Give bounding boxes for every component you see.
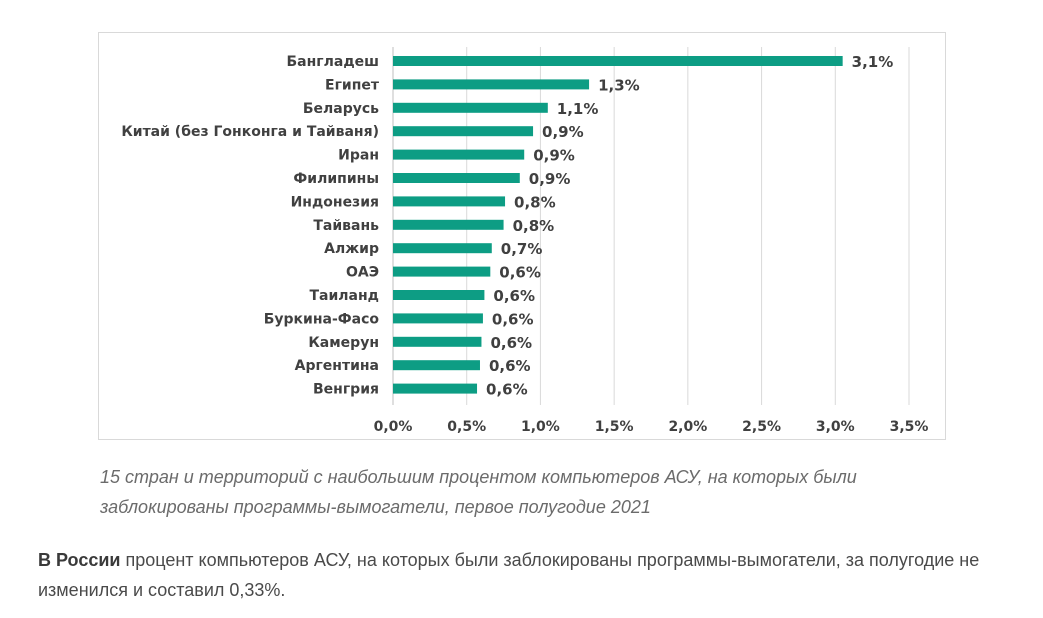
bar bbox=[393, 290, 485, 300]
bar bbox=[393, 79, 590, 90]
bar bbox=[393, 360, 480, 371]
bar bbox=[393, 196, 506, 207]
category-label: Камерун bbox=[308, 335, 379, 351]
chart-container: Бангладеш 3,1% Египет 1,3% Беларусь 1,1% Китай… bbox=[98, 32, 946, 440]
bar bbox=[393, 383, 478, 394]
x-tick-label: 0,5% bbox=[447, 419, 486, 435]
data-label: 0,6% bbox=[492, 310, 534, 328]
category-label: Египет bbox=[325, 77, 380, 93]
bar bbox=[393, 102, 548, 113]
paragraph-text: процент компьютеров АСУ, на которых были… bbox=[38, 550, 980, 600]
data-label: 0,9% bbox=[542, 123, 584, 141]
x-tick-label: 3,0% bbox=[816, 419, 855, 435]
data-label: 1,1% bbox=[557, 100, 599, 118]
category-label: Таиланд bbox=[310, 288, 380, 304]
x-tick-label: 2,5% bbox=[742, 419, 781, 435]
bar bbox=[393, 336, 482, 347]
x-tick-label: 2,0% bbox=[668, 419, 707, 435]
category-label: Алжир bbox=[324, 241, 379, 257]
category-label: Тайвань bbox=[313, 218, 379, 234]
data-label: 3,1% bbox=[852, 53, 894, 71]
data-label: 0,6% bbox=[490, 334, 532, 352]
bar bbox=[393, 173, 520, 183]
bar bbox=[393, 219, 504, 230]
category-label: Бангладеш bbox=[287, 54, 379, 70]
category-label: Буркина-Фасо bbox=[264, 311, 380, 327]
data-label: 0,9% bbox=[529, 170, 571, 188]
chart-caption: 15 стран и территорий с наибольшим проце… bbox=[100, 467, 857, 517]
data-label: 1,3% bbox=[598, 76, 640, 94]
data-label: 0,6% bbox=[499, 264, 541, 282]
bar bbox=[393, 313, 483, 324]
category-label: Аргентина bbox=[295, 358, 379, 374]
paragraph-bold: В России bbox=[38, 550, 121, 570]
x-tick-label: 3,5% bbox=[890, 419, 929, 435]
data-label: 0,6% bbox=[486, 381, 528, 399]
body-paragraph: В России процент компьютеров АСУ, на кот… bbox=[38, 545, 1013, 605]
bar bbox=[393, 149, 525, 160]
bar bbox=[393, 266, 491, 277]
category-label: Беларусь bbox=[303, 101, 379, 117]
category-label: Филипины bbox=[293, 171, 379, 187]
category-label: Китай (без Гонконга и Тайваня) bbox=[121, 124, 379, 140]
data-label: 0,6% bbox=[493, 287, 535, 305]
bar-chart: Бангладеш 3,1% Египет 1,3% Беларусь 1,1% Китай… bbox=[121, 47, 929, 435]
category-label: ОАЭ bbox=[346, 265, 379, 281]
x-tick-label: 1,5% bbox=[595, 419, 634, 435]
x-tick-label: 1,0% bbox=[521, 419, 560, 435]
x-tick-label: 0,0% bbox=[374, 419, 413, 435]
bar bbox=[393, 56, 843, 66]
category-label: Индонезия bbox=[291, 194, 379, 210]
category-label: Венгрия bbox=[313, 382, 379, 398]
data-label: 0,8% bbox=[514, 193, 556, 211]
category-label: Иран bbox=[338, 148, 379, 164]
data-label: 0,9% bbox=[533, 147, 575, 165]
bar bbox=[393, 243, 492, 254]
bar bbox=[393, 126, 534, 137]
data-label: 0,7% bbox=[501, 240, 543, 258]
data-label: 0,6% bbox=[489, 357, 531, 375]
data-label: 0,8% bbox=[513, 217, 555, 235]
